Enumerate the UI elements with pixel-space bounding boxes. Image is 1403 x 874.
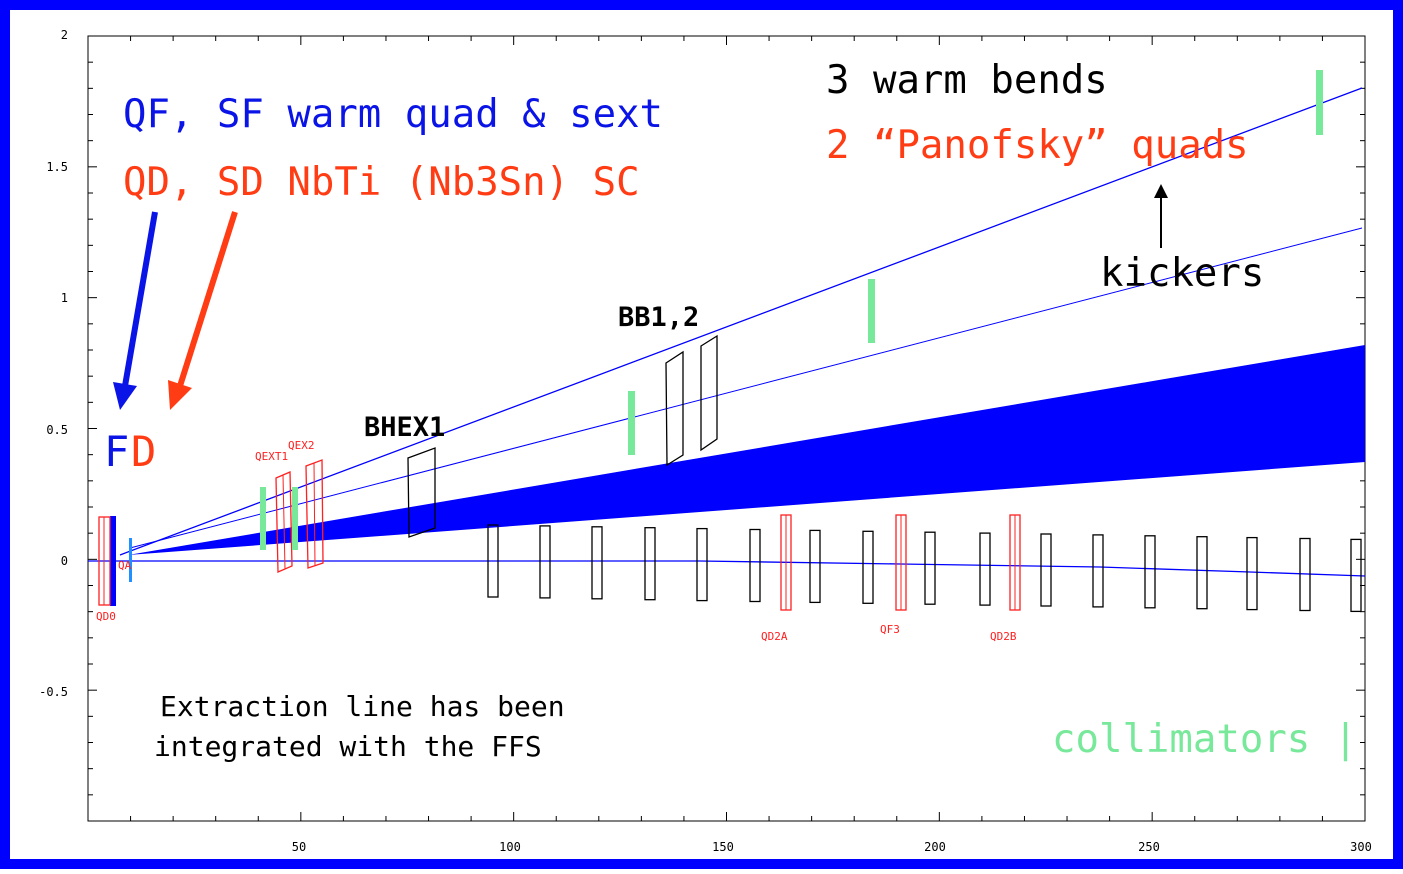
bend-magnet [1092,534,1104,608]
fd-label-d: D [131,427,156,476]
collimator [1316,70,1323,135]
bend-magnet [487,524,499,598]
qex2-label: QEX2 [288,439,315,452]
kickers-arrow-head [1154,184,1168,198]
x-tick-label: 200 [924,840,946,854]
x-tick-label: 100 [499,840,521,854]
bend-magnet [749,528,761,603]
bend-magnet [924,531,936,605]
collimator [260,487,266,550]
panofsky-annotation: 2 “Panofsky” quads [826,123,1249,168]
upper-beam-edge [129,227,1363,549]
qd0-label: QD0 [96,610,116,623]
x-tick-label: 150 [712,840,734,854]
y-tick-label: 0.5 [46,423,68,437]
bb-label: BB1,2 [618,302,699,333]
y-tick-label: -0.5 [39,685,68,699]
bend-magnet [591,526,603,600]
qext1-magnet-line [282,474,286,570]
sc-quad-annotation: QD, SD NbTi (Nb3Sn) SC [123,160,640,205]
qd2b-label: QD2B [990,630,1017,643]
bend-magnet [979,532,991,606]
qd-arrow-head [168,380,192,410]
bend-magnet [1196,536,1208,610]
fd-qf-magnet [110,516,116,606]
x-tick-label: 50 [292,840,306,854]
warm-quad-annotation: QF, SF warm quad & sext [123,92,663,137]
qf-arrow-head [113,382,137,410]
bend-magnet [1144,535,1156,609]
fd-small-label: QA [118,559,132,572]
collimators-legend: collimators | [1052,717,1357,762]
x-tick-label: 300 [1350,840,1372,854]
kickers-annotation: kickers [1100,251,1264,296]
bend-magnet [1246,536,1258,611]
incoming-line-red-quads [780,514,1021,611]
kicked-beam-line [119,87,1363,556]
bend-magnet [644,527,656,601]
bend-magnet [696,527,708,602]
incoming-line-magnets [487,524,1362,613]
qd-arrow-shaft [177,211,238,387]
qex2-magnet-line [313,462,316,567]
warm-bends-annotation: 3 warm bends [826,58,1108,103]
collimator [292,487,298,550]
x-tick-label: 250 [1138,840,1160,854]
bend-magnet [862,530,874,604]
qf3-label: QF3 [880,623,900,636]
bend-magnet [1040,533,1052,607]
y-tick-label: 1.5 [46,160,68,174]
x-tick-labels: 50 100 150 200 250 300 [292,840,1372,854]
qf-arrow-shaft [122,211,158,387]
bb2-magnet [700,334,718,452]
incoming-beam-line [88,560,1366,577]
qex2-magnet [305,459,324,569]
qext1-magnet [275,471,293,573]
bhex1-label: BHEX1 [364,412,445,443]
extraction-note-line2: integrated with the FFS [154,730,542,763]
y-tick-label: 2 [61,28,68,42]
extraction-note-line1: Extraction line has been [160,690,565,723]
y-tick-label: 1 [61,291,68,305]
y-tick-labels: 2 1.5 1 0.5 0 -0.5 [39,28,68,699]
extracted-beam-fan [128,345,1365,555]
bhex1-magnet [407,447,436,538]
bend-magnet [539,525,551,599]
collimator [868,279,875,343]
bb1-magnet [665,350,684,467]
bend-magnet [1299,537,1311,612]
collimator [628,391,635,455]
y-tick-label: 0 [61,554,68,568]
qext1-label: QEXT1 [255,450,288,463]
bend-magnet [1350,538,1362,613]
fd-label-f: F [104,427,129,476]
fd-sf-marker [129,538,132,582]
bend-magnet [809,529,821,604]
qd2a-label: QD2A [761,630,788,643]
